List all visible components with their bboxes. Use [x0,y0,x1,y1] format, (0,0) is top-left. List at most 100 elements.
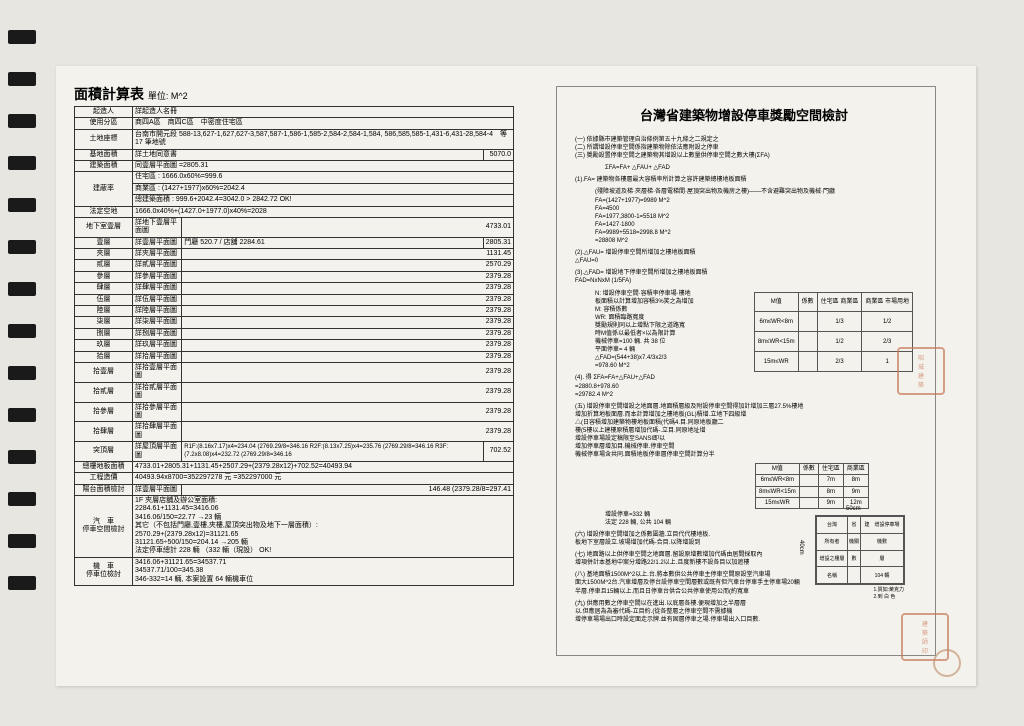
floor-val: 2379.28 [182,283,514,294]
f1-val: 2805.31 [483,237,513,248]
round-seal [933,649,961,677]
floor-label: 拾肆層 [75,422,133,442]
coverage-res: 住宅區 : 1666.0x60%=999.6 [133,172,514,183]
floor-ref: 詳貳層平面圖 [133,260,182,271]
row-coord-label: 土地座標 [75,129,133,149]
floor-ref: 詳玖層平面圖 [133,340,182,351]
sec-i: (九) 供應用數之停車空間以在進出.以底層各樓.便現增加之半層層 以.但應居為為… [575,600,913,624]
floor-ref: 詳柒層平面圖 [133,317,182,328]
floor-val: 2379.28 [182,351,514,362]
right-title: 台灣省建築物增設停車獎勵空間檢討 [565,105,923,124]
coverage-label: 建蔽率 [75,172,133,206]
sec-e: (五) 增設停車空間增設之地面層.地面積層級及附設停車空間得加計增加三層27.5… [575,403,913,460]
m-table: M值係數住宅區 商業區商業區 市場用地6m≤WR<8m1/31/28m≤WR<1… [754,292,913,373]
parking-lines: 1F 夾層店舖及辦公室面積:2284.61+1131.45=3416.06341… [133,496,514,558]
row-zone-val: 商四A區 商四C區 中密度住宅區 [133,118,514,129]
unit-label: 單位: M^2 [148,91,188,101]
floor-val: 2379.28 [182,402,514,422]
sec1-header: (1).FA= 建築物各樓層最大容積率所計算之容許建築總樓地板面積 [575,176,913,184]
floor-label: 伍層 [75,294,133,305]
b1-label: 地下室壹層 [75,217,133,237]
floor-label: 參層 [75,271,133,282]
floor-ref: 詳拾參層平面圖 [133,402,182,422]
row-zone-label: 使用分區 [75,118,133,129]
official-stamp-1: 昭城建築 [897,347,945,395]
floor-label: 拾層 [75,351,133,362]
sign-diagram: 50cm 40cm 台灣省建 增設停車場 所有者機關機數 增設之樓層數層 名稱1… [815,515,905,585]
sec3: (3).△FAD= 增設地下停車空間所增加之樓地板面積 FAD=NxNxM (1… [575,269,913,285]
floor-val: 2379.28 [182,362,514,382]
mezz-val: 1131.45 [182,249,514,260]
floor-val: 2379.28 [182,306,514,317]
legal-open-val: 1666.0x40%+(1427.0+1977.0)x40%=2028 [133,206,514,217]
coverage-com: 商業區 : (1427+1977)x60%=2042.4 [133,183,514,194]
roof-calc: R1F:(8.16x7.17)x4=234.04 (2769.29/8=346.… [182,442,483,462]
row-site-ref: 詳土地同意書 [133,149,484,160]
floor-ref: 詳拾貳層平面圖 [133,382,182,402]
floor-val: 2379.28 [182,340,514,351]
floor-val: 2379.28 [182,328,514,339]
coverage-total: 總建築面積 : 999.6+2042.4=3042.0 > 2842.72 OK… [133,195,514,206]
roof-val: 702.52 [483,442,513,462]
moto-lines: 3416.06+31121.65=34537.7134537.71/100=34… [133,557,514,585]
floor-label: 柒層 [75,317,133,328]
floor-label: 拾參層 [75,402,133,422]
floor-ref: 詳伍層平面圖 [133,294,182,305]
floor-ref: 詳拾層平面圖 [133,351,182,362]
sec-a: (一) 依據縣市建築管理自治條例第五十九條之二規定之 (二) 所謂增設停車空間係… [575,136,913,160]
floor-label: 肆層 [75,283,133,294]
floor-ref: 詳捌層平面圖 [133,328,182,339]
floor-val: 2379.28 [182,271,514,282]
parking-bonus-panel: 台灣省建築物增設停車獎勵空間檢討 (一) 依據縣市建築管理自治條例第五十九條之二… [556,86,936,656]
mezz-label: 夾層 [75,249,133,260]
floor-label: 捌層 [75,328,133,339]
area-table: 起造人詳起造人名冊 使用分區商四A區 商四C區 中密度住宅區 土地座標台南市開元… [74,106,514,586]
row-owner-val: 詳起造人名冊 [133,107,514,118]
row-site-val: 5070.0 [483,149,513,160]
fa-lines: (殘障坡道及梯·夾層梯·各層電梯間·屋頂突出物及機房之樓)——不含避難突出物及機… [595,188,913,245]
floor-ref: 詳陸層平面圖 [133,306,182,317]
cost-val: 40493.94x8700=352297278 元 =352297000 元 [133,473,514,484]
floor-label: 貳層 [75,260,133,271]
sec3-lines: N: 增設停車空間·容積率停車場·樓地板面積以計算增加容積3%笑之為增加M: 容… [595,290,694,371]
mezz-ref: 詳夾層平面圖 [133,249,182,260]
roof-ref: 詳屋頂層平面圖 [133,442,182,462]
floor-val: 2570.29 [182,260,514,271]
floor-ref: 詳拾肆層平面圖 [133,422,182,442]
floor-ref: 詳拾壹層平面圖 [133,362,182,382]
row-build-val: 同壹層平面圖 =2805.31 [133,160,514,171]
balcony-ref: 詳壹層平面圖 [133,484,182,495]
m-table-2: M值係數住宅區商業區6m≤WR<8m7m8m8m≤WR<15m8m9m15m≤W… [755,463,869,508]
left-title: 面積計算表 [74,86,144,102]
moto-label: 機 車 停車位檢討 [75,557,133,585]
sec2: (2).△FAU= 增設停車空間所增加之樓地板面積 △FAU=0 [575,249,913,265]
row-site-label: 基地面積 [75,149,133,160]
f1-ref: 詳壹層平面圖 [133,237,182,248]
floor-val: 2379.28 [182,294,514,305]
floor-label: 陸層 [75,306,133,317]
floor-ref: 詳肆層平面圖 [133,283,182,294]
floor-label: 拾貳層 [75,382,133,402]
balcony-label: 陽台面積檢討 [75,484,133,495]
parking-label: 汽 車 停車空間檢討 [75,496,133,558]
diag-note: 1.質如:萊克力 2.到 白 色 [873,586,904,600]
floor-val: 2379.28 [182,382,514,402]
total-floor-label: 總樓地板面積 [75,461,133,472]
f1-label: 壹層 [75,237,133,248]
balcony-val: 146.48 (2379.28/8=297.41 [182,484,514,495]
f1-split: 門廳 520.7 / 店舖 2284.61 [182,237,483,248]
row-owner-label: 起造人 [75,107,133,118]
row-coord-val: 台南市開元段 588-13,627-1,627,627-3,587,587-1,… [133,129,514,149]
floor-val: 2379.28 [182,317,514,328]
dim-40: 40cm [798,540,804,555]
dim-50: 50cm [846,506,861,512]
row-build-label: 建築面積 [75,160,133,171]
document-page: 面積計算表 單位: M^2 起造人詳起造人名冊 使用分區商四A區 商四C區 中密… [56,66,976,686]
roof-label: 突頂層 [75,442,133,462]
floor-label: 玖層 [75,340,133,351]
b1-val: 4733.01 [182,217,514,237]
formula-main: ΣFA=FA+ △FAU+ △FAD [605,164,913,172]
binding-holes [8,30,36,618]
b1-ref: 詳地下壹層平面圖 [133,217,182,237]
floor-label: 拾壹層 [75,362,133,382]
